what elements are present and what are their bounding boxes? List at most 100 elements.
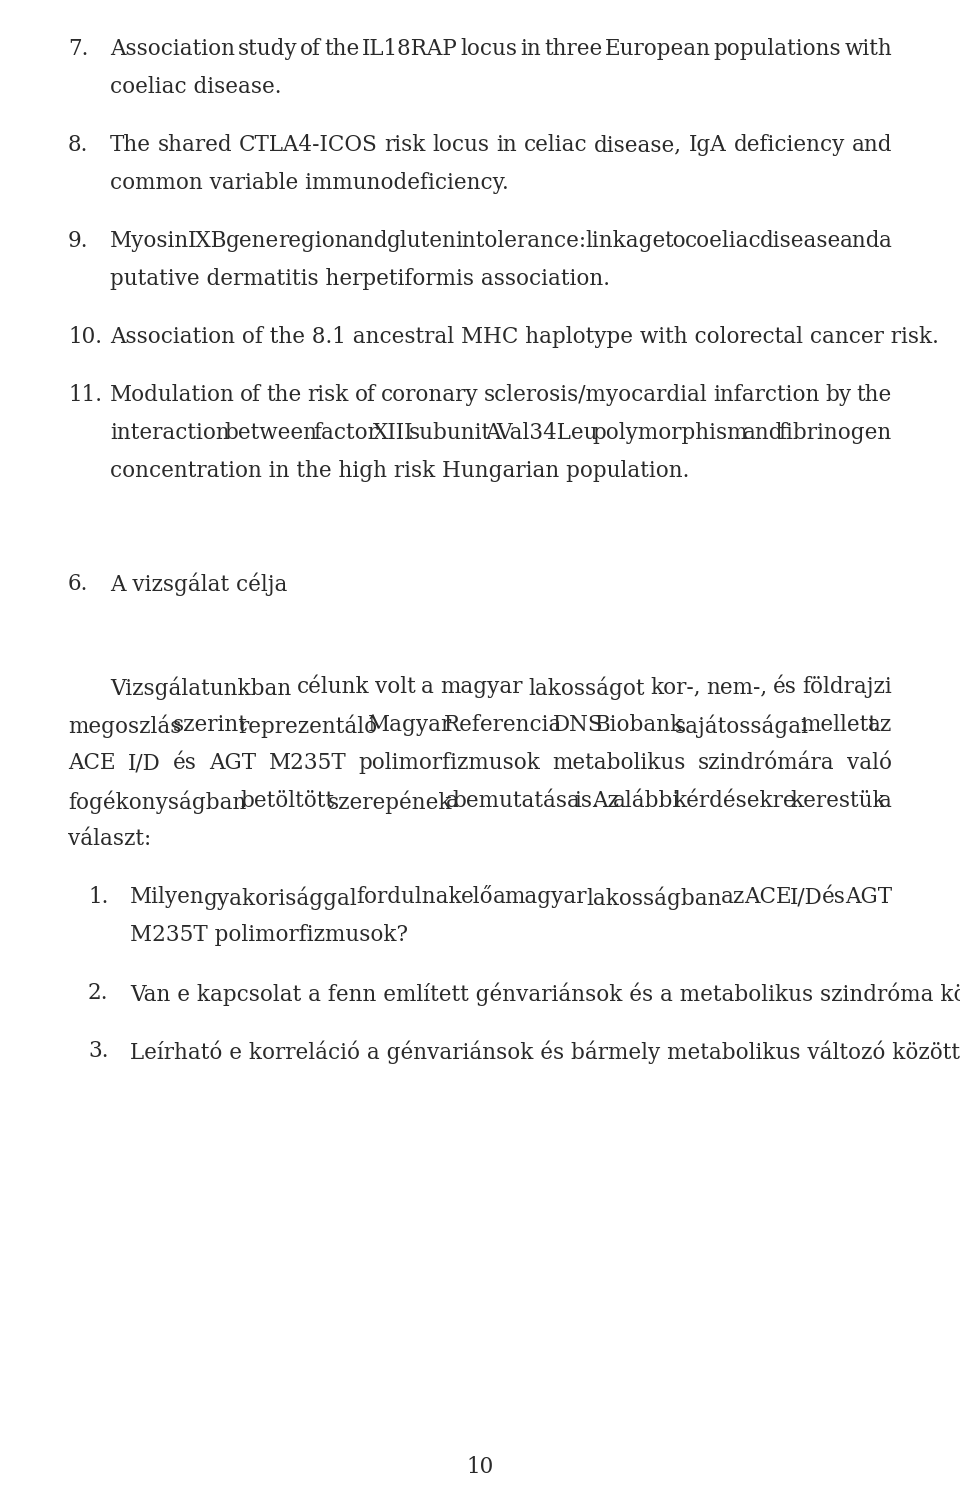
Text: disease: disease bbox=[760, 230, 841, 251]
Text: study: study bbox=[238, 38, 298, 60]
Text: risk: risk bbox=[385, 134, 426, 157]
Text: a: a bbox=[445, 790, 459, 813]
Text: Modulation: Modulation bbox=[110, 384, 235, 406]
Text: 7.: 7. bbox=[68, 38, 88, 60]
Text: Referencia: Referencia bbox=[444, 713, 562, 736]
Text: földrajzi: földrajzi bbox=[803, 676, 892, 698]
Text: subunit: subunit bbox=[408, 421, 491, 444]
Text: Az: Az bbox=[592, 790, 619, 813]
Text: magyar: magyar bbox=[440, 676, 522, 698]
Text: the: the bbox=[856, 384, 892, 406]
Text: common variable immunodeficiency.: common variable immunodeficiency. bbox=[110, 172, 509, 194]
Text: szindrómára: szindrómára bbox=[698, 752, 835, 774]
Text: A vizsgálat célja: A vizsgálat célja bbox=[110, 573, 287, 596]
Text: I/D: I/D bbox=[128, 752, 160, 774]
Text: kor-,: kor-, bbox=[650, 676, 701, 698]
Text: of: of bbox=[300, 38, 322, 60]
Text: kerestük: kerestük bbox=[790, 790, 885, 813]
Text: Magyar: Magyar bbox=[369, 713, 452, 736]
Text: Biobank: Biobank bbox=[594, 713, 684, 736]
Text: 2.: 2. bbox=[88, 981, 108, 1004]
Text: and: and bbox=[348, 230, 388, 251]
Text: a: a bbox=[879, 230, 892, 251]
Text: lakosságot: lakosságot bbox=[528, 676, 644, 700]
Text: fibrinogen: fibrinogen bbox=[779, 421, 892, 444]
Text: a: a bbox=[492, 886, 506, 908]
Text: 6.: 6. bbox=[68, 573, 88, 594]
Text: region: region bbox=[278, 230, 348, 251]
Text: the: the bbox=[324, 38, 359, 60]
Text: és: és bbox=[822, 886, 846, 908]
Text: a: a bbox=[421, 676, 434, 698]
Text: Association of the 8.1 ancestral MHC haplotype with colorectal cancer risk.: Association of the 8.1 ancestral MHC hap… bbox=[110, 327, 939, 348]
Text: risk: risk bbox=[307, 384, 348, 406]
Text: ACE: ACE bbox=[68, 752, 115, 774]
Text: elő: elő bbox=[461, 886, 493, 908]
Text: fogékonyságban: fogékonyságban bbox=[68, 790, 247, 814]
Text: gluten: gluten bbox=[387, 230, 457, 251]
Text: AGT: AGT bbox=[209, 752, 256, 774]
Text: DNS: DNS bbox=[553, 713, 604, 736]
Text: a: a bbox=[879, 790, 892, 813]
Text: mellett: mellett bbox=[800, 713, 876, 736]
Text: populations: populations bbox=[714, 38, 842, 60]
Text: Leírható e korreláció a génvariánsok és bármely metabolikus változó között?: Leírható e korreláció a génvariánsok és … bbox=[130, 1040, 960, 1064]
Text: with: with bbox=[844, 38, 892, 60]
Text: Milyen: Milyen bbox=[130, 886, 204, 908]
Text: XIII: XIII bbox=[372, 421, 414, 444]
Text: The: The bbox=[110, 134, 151, 157]
Text: AGT: AGT bbox=[845, 886, 892, 908]
Text: celiac: celiac bbox=[524, 134, 588, 157]
Text: coeliac: coeliac bbox=[684, 230, 761, 251]
Text: Vizsgálatunkban: Vizsgálatunkban bbox=[110, 676, 291, 700]
Text: polymorphism: polymorphism bbox=[592, 421, 748, 444]
Text: infarction: infarction bbox=[713, 384, 820, 406]
Text: IXB: IXB bbox=[188, 230, 228, 251]
Text: intolerance:: intolerance: bbox=[455, 230, 587, 251]
Text: volt: volt bbox=[375, 676, 416, 698]
Text: of: of bbox=[354, 384, 375, 406]
Text: locus: locus bbox=[433, 134, 490, 157]
Text: between: between bbox=[225, 421, 318, 444]
Text: 9.: 9. bbox=[68, 230, 88, 251]
Text: sclerosis/myocardial: sclerosis/myocardial bbox=[484, 384, 708, 406]
Text: Val34Leu: Val34Leu bbox=[496, 421, 597, 444]
Text: IgA: IgA bbox=[689, 134, 727, 157]
Text: lakosságban: lakosságban bbox=[586, 886, 722, 909]
Text: locus: locus bbox=[461, 38, 517, 60]
Text: 3.: 3. bbox=[88, 1040, 108, 1063]
Text: fordulnak: fordulnak bbox=[356, 886, 462, 908]
Text: to: to bbox=[664, 230, 685, 251]
Text: szerint: szerint bbox=[173, 713, 248, 736]
Text: célunk: célunk bbox=[297, 676, 370, 698]
Text: betöltött: betöltött bbox=[240, 790, 334, 813]
Text: and: and bbox=[852, 134, 892, 157]
Text: 8.: 8. bbox=[68, 134, 88, 157]
Text: kérdésekre: kérdésekre bbox=[674, 790, 796, 813]
Text: gene: gene bbox=[227, 230, 279, 251]
Text: in: in bbox=[496, 134, 517, 157]
Text: of: of bbox=[240, 384, 261, 406]
Text: and: and bbox=[840, 230, 880, 251]
Text: 11.: 11. bbox=[68, 384, 102, 406]
Text: 10.: 10. bbox=[68, 327, 102, 348]
Text: coeliac disease.: coeliac disease. bbox=[110, 75, 281, 98]
Text: the: the bbox=[267, 384, 302, 406]
Text: and: and bbox=[743, 421, 783, 444]
Text: putative dermatitis herpetiformis association.: putative dermatitis herpetiformis associ… bbox=[110, 268, 610, 290]
Text: Van e kapcsolat a fenn említett génvariánsok és a metabolikus szindróma között?: Van e kapcsolat a fenn említett génvariá… bbox=[130, 981, 960, 1005]
Text: ACE: ACE bbox=[744, 886, 791, 908]
Text: magyar: magyar bbox=[505, 886, 587, 908]
Text: és: és bbox=[173, 752, 197, 774]
Text: interaction: interaction bbox=[110, 421, 229, 444]
Text: is.: is. bbox=[574, 790, 599, 813]
Text: választ:: választ: bbox=[68, 828, 152, 850]
Text: by: by bbox=[826, 384, 852, 406]
Text: in: in bbox=[520, 38, 541, 60]
Text: CTLA4-ICOS: CTLA4-ICOS bbox=[239, 134, 378, 157]
Text: Myosin: Myosin bbox=[110, 230, 189, 251]
Text: 1.: 1. bbox=[88, 886, 108, 908]
Text: az: az bbox=[720, 886, 745, 908]
Text: 10: 10 bbox=[467, 1455, 493, 1478]
Text: M235T: M235T bbox=[269, 752, 347, 774]
